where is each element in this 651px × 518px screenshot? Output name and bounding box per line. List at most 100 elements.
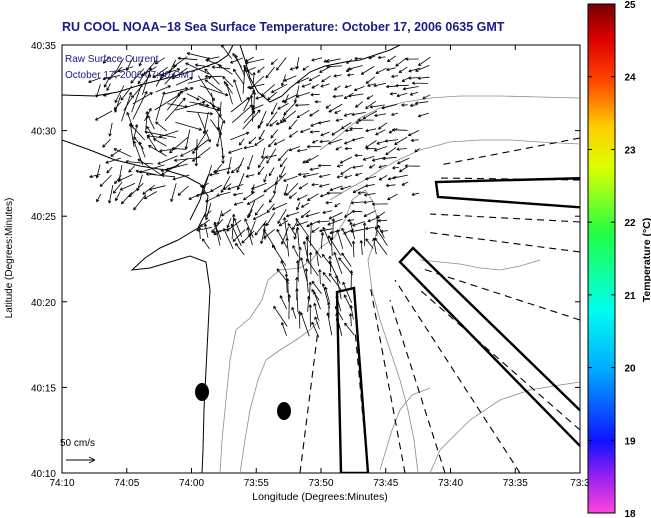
current-vector <box>261 84 276 97</box>
current-vector <box>365 76 376 84</box>
current-vector <box>186 93 200 101</box>
current-vector <box>409 91 419 96</box>
current-vector <box>223 183 232 190</box>
current-vector <box>309 222 313 247</box>
current-vector <box>291 306 297 319</box>
x-tick-label: 74:10 <box>49 478 74 489</box>
current-vector <box>258 129 265 141</box>
current-vector <box>288 119 298 130</box>
current-vector <box>309 130 320 134</box>
current-vector <box>221 147 225 164</box>
current-vector <box>422 94 431 100</box>
survey-box-horizontal <box>434 177 580 209</box>
current-vector <box>197 113 211 143</box>
current-vector <box>270 129 278 139</box>
current-vector <box>138 58 143 67</box>
current-vector <box>344 85 352 89</box>
current-vector <box>344 128 353 133</box>
current-vector <box>230 97 250 113</box>
current-vector <box>245 58 265 65</box>
current-vector <box>185 62 209 75</box>
station-marker <box>195 383 209 401</box>
current-vector <box>228 147 243 154</box>
current-vector <box>353 86 365 92</box>
current-vector <box>137 74 145 85</box>
current-vector <box>352 185 366 193</box>
current-vector <box>222 76 234 88</box>
current-vector <box>257 121 264 129</box>
colorbar-tick-label: 25 <box>624 0 636 11</box>
current-vector <box>187 76 212 84</box>
current-vector <box>270 58 278 65</box>
current-vector <box>296 260 300 282</box>
current-vector <box>402 86 419 91</box>
current-vector <box>173 157 201 162</box>
current-vector <box>288 130 299 138</box>
current-vector <box>115 191 121 202</box>
current-vector <box>221 45 232 59</box>
current-vector <box>135 169 156 175</box>
current-vector <box>377 122 388 130</box>
current-vector <box>281 94 298 103</box>
x-tick-label: 73:3 <box>570 478 590 489</box>
current-vector <box>367 218 376 223</box>
current-vector <box>195 191 211 197</box>
current-vector <box>108 184 114 204</box>
colorbar-label: Temperature (°C) <box>641 218 651 303</box>
survey-box-vertical <box>335 286 370 473</box>
current-vector <box>119 182 136 191</box>
current-vector <box>308 74 321 82</box>
current-vector <box>336 164 344 168</box>
current-vector <box>292 220 298 231</box>
current-vector <box>175 100 206 111</box>
current-vector <box>274 173 287 185</box>
current-vector <box>375 67 387 74</box>
current-vector <box>121 191 133 205</box>
current-vector <box>301 83 312 88</box>
current-vector <box>365 238 374 249</box>
current-vector <box>298 182 309 190</box>
current-vector <box>320 232 325 249</box>
plot-frame <box>61 44 581 474</box>
current-vector <box>340 166 352 175</box>
current-vector <box>373 82 386 88</box>
current-vector <box>344 140 352 145</box>
current-vector <box>247 83 265 89</box>
current-vector <box>268 167 275 177</box>
current-vector <box>375 129 386 136</box>
current-vector <box>280 260 288 274</box>
current-vector <box>276 228 288 249</box>
current-vector <box>244 218 254 238</box>
current-vector <box>192 147 211 162</box>
current-vector <box>265 154 277 159</box>
current-vector <box>210 184 223 192</box>
current-vector <box>362 222 367 247</box>
current-vector <box>241 230 255 244</box>
current-vector <box>342 281 353 304</box>
current-vector <box>364 184 375 188</box>
current-vector <box>113 101 122 111</box>
x-tick-label: 73:50 <box>308 478 333 489</box>
current-vector <box>296 201 301 211</box>
current-vector <box>349 127 363 131</box>
current-vector <box>351 209 363 214</box>
current-vector <box>165 87 189 95</box>
current-vector <box>401 103 408 107</box>
current-vector <box>300 202 310 208</box>
current-vector <box>387 176 397 181</box>
current-vector <box>249 94 254 114</box>
x-tick-label: 73:35 <box>503 478 528 489</box>
current-vector <box>266 203 275 214</box>
current-vector <box>384 139 399 143</box>
current-vector <box>296 77 310 84</box>
current-vector <box>306 237 322 259</box>
current-vector <box>252 72 256 85</box>
current-vector <box>389 92 397 96</box>
current-vector <box>188 193 201 200</box>
current-vector <box>277 149 289 162</box>
scale-label: 50 cm/s <box>60 438 95 449</box>
current-vector <box>296 221 308 227</box>
current-vector <box>363 193 376 197</box>
current-vector <box>319 183 330 188</box>
surface-current-vectors <box>88 45 431 338</box>
